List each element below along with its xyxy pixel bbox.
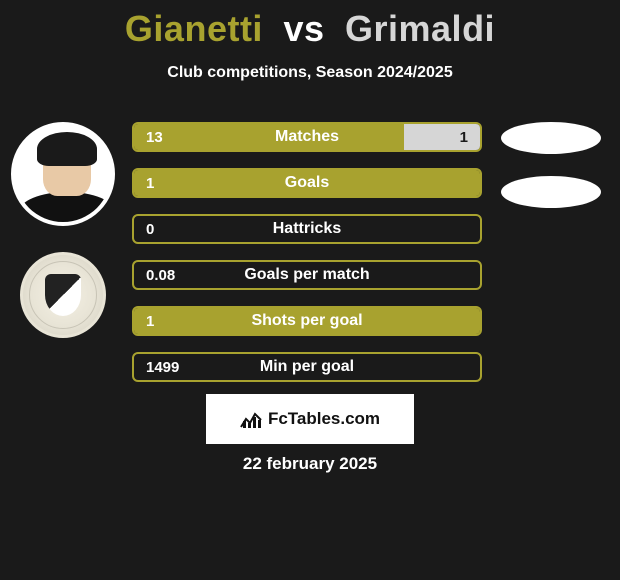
stat-label: Matches xyxy=(134,124,480,150)
subtitle: Club competitions, Season 2024/2025 xyxy=(0,64,620,82)
player1-column xyxy=(8,122,118,338)
date-label: 22 february 2025 xyxy=(0,454,620,474)
chart-icon xyxy=(240,409,262,429)
stat-label: Goals xyxy=(134,170,480,196)
stat-label: Hattricks xyxy=(134,216,480,242)
stat-label: Shots per goal xyxy=(134,308,480,334)
stat-bar: 1Shots per goal xyxy=(132,306,482,336)
player2-placeholder-oval xyxy=(501,176,601,208)
player1-name: Gianetti xyxy=(125,8,263,49)
stat-bar: 0Hattricks xyxy=(132,214,482,244)
comparison-card: Gianetti vs Grimaldi Club competitions, … xyxy=(0,0,620,580)
branding-link[interactable]: FcTables.com xyxy=(206,394,414,444)
player2-column xyxy=(496,122,606,230)
stats-bars: 131Matches 1Goals 0Hattricks 0.08Goals per … xyxy=(132,122,482,398)
stat-label: Min per goal xyxy=(134,354,480,380)
page-title: Gianetti vs Grimaldi xyxy=(0,0,620,50)
stat-bar: 1499Min per goal xyxy=(132,352,482,382)
stat-label: Goals per match xyxy=(134,262,480,288)
stat-bar: 131Matches xyxy=(132,122,482,152)
branding-text: FcTables.com xyxy=(268,409,380,429)
player1-avatar xyxy=(11,122,115,226)
player2-name: Grimaldi xyxy=(345,8,495,49)
player2-placeholder-oval xyxy=(501,122,601,154)
stat-bar: 0.08Goals per match xyxy=(132,260,482,290)
player1-club-crest xyxy=(20,252,106,338)
vs-label: vs xyxy=(283,8,324,49)
stat-bar: 1Goals xyxy=(132,168,482,198)
